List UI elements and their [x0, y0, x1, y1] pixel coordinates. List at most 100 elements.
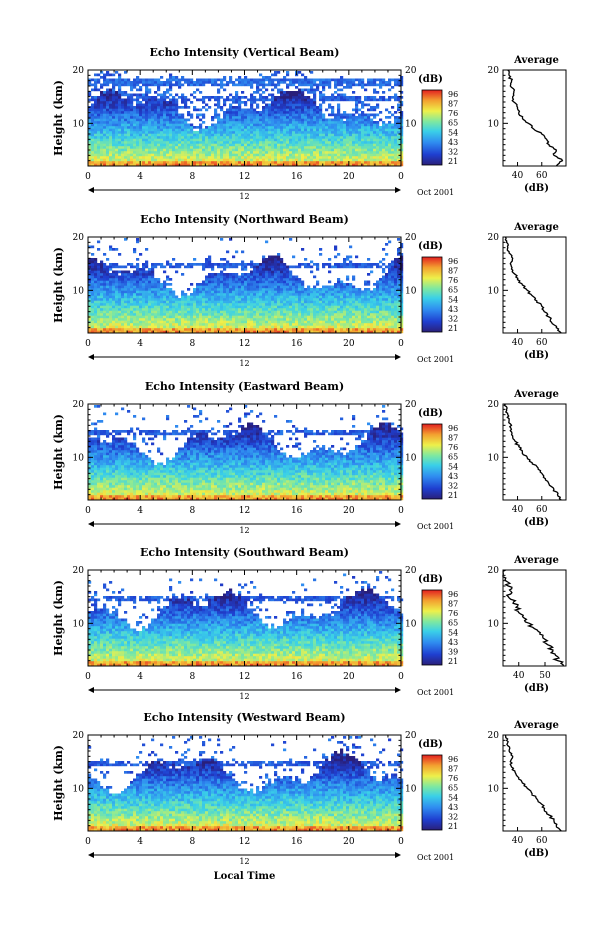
heatmap-cell: [349, 146, 353, 149]
heatmap-cell: [136, 310, 140, 314]
heatmap-cell: [325, 133, 329, 137]
heatmap-cell: [178, 128, 182, 132]
heatmap-cell: [169, 278, 173, 281]
heatmap-cell: [313, 153, 317, 157]
heatmap-cell: [277, 270, 281, 274]
heatmap-cell: [394, 163, 398, 167]
heatmap-cell: [361, 133, 365, 137]
heatmap-cell: [112, 153, 116, 157]
heatmap-cell: [343, 156, 347, 159]
heatmap-cell: [172, 83, 176, 87]
heatmap-cell: [157, 151, 161, 154]
heatmap-cell: [376, 113, 380, 117]
heatmap-cell: [100, 146, 104, 149]
heatmap-cell: [220, 143, 224, 147]
heatmap-cell: [184, 161, 188, 164]
heatmap-cell: [385, 146, 389, 149]
heatmap-cell: [160, 141, 164, 144]
heatmap-cell: [154, 318, 158, 321]
heatmap-cell: [196, 146, 200, 149]
heatmap-cell: [310, 148, 314, 152]
heatmap-cell: [121, 285, 125, 289]
heatmap-cell: [178, 305, 182, 309]
heatmap-cell: [121, 275, 125, 279]
heatmap-cell: [307, 136, 311, 139]
heatmap-cell: [211, 136, 215, 139]
heatmap-cell: [382, 148, 386, 152]
heatmap-cell: [130, 93, 134, 97]
heatmap-cell: [400, 163, 404, 167]
heatmap-cell: [199, 288, 203, 291]
heatmap-cell: [157, 108, 161, 112]
heatmap-cell: [304, 106, 308, 109]
heatmap-cell: [370, 81, 374, 84]
heatmap-cell: [238, 285, 242, 289]
heatmap-cell: [244, 288, 248, 291]
heatmap-cell: [208, 163, 212, 167]
heatmap-cell: [118, 270, 122, 274]
heatmap-cell: [205, 136, 209, 139]
heatmap-cell: [130, 295, 134, 299]
heatmap-cell: [304, 103, 308, 107]
heatmap-cell: [172, 265, 176, 269]
heatmap-cell: [106, 258, 110, 261]
heatmap-cell: [397, 96, 401, 99]
heatmap-cell: [142, 330, 146, 334]
heatmap-cell: [148, 146, 152, 149]
heatmap-cell: [100, 96, 104, 99]
heatmap-cell: [106, 126, 110, 129]
heatmap-cell: [349, 126, 353, 129]
heatmap-cell: [316, 141, 320, 144]
heatmap-cell: [241, 305, 245, 309]
heatmap-cell: [97, 298, 101, 301]
heatmap-cell: [175, 113, 179, 117]
heatmap-cell: [379, 151, 383, 154]
heatmap-cell: [109, 78, 113, 82]
heatmap-cell: [277, 103, 281, 107]
heatmap-cell: [370, 146, 374, 149]
heatmap-cell: [280, 113, 284, 117]
heatmap-cell: [271, 278, 275, 281]
heatmap-cell: [322, 133, 326, 137]
heatmap-cell: [256, 136, 260, 139]
heatmap-cell: [196, 141, 200, 144]
heatmap-cell: [265, 303, 269, 306]
heatmap-cell: [268, 275, 272, 279]
heatmap-cell: [382, 126, 386, 129]
heatmap-cell: [112, 111, 116, 114]
heatmap-cell: [151, 305, 155, 309]
heatmap-cell: [301, 101, 305, 104]
heatmap-cell: [130, 278, 134, 281]
heatmap-cell: [163, 298, 167, 301]
heatmap-cell: [133, 128, 137, 132]
heatmap-cell: [139, 303, 143, 306]
heatmap-cell: [223, 298, 227, 301]
heatmap-cell: [175, 103, 179, 107]
heatmap-cell: [148, 143, 152, 147]
heatmap-cell: [280, 136, 284, 139]
heatmap-cell: [142, 143, 146, 147]
heatmap-cell: [340, 121, 344, 124]
heatmap-cell: [124, 315, 128, 319]
heatmap-cell: [334, 91, 338, 94]
heatmap-cell: [214, 288, 218, 291]
heatmap-cell: [226, 298, 230, 301]
heatmap-cell: [250, 315, 254, 319]
heatmap-cell: [244, 131, 248, 134]
heatmap-cell: [283, 101, 287, 104]
heatmap-cell: [103, 121, 107, 124]
heatmap-cell: [382, 83, 386, 87]
heatmap-cell: [178, 138, 182, 142]
heatmap-cell: [151, 101, 155, 104]
heatmap-cell: [172, 290, 176, 294]
heatmap-cell: [337, 96, 341, 99]
heatmap-cell: [106, 143, 110, 147]
heatmap-cell: [163, 305, 167, 309]
heatmap-cell: [253, 330, 257, 334]
heatmap-cell: [373, 121, 377, 124]
heatmap-cell: [187, 300, 191, 304]
heatmap-cell: [358, 133, 362, 137]
heatmap-cell: [238, 298, 242, 301]
heatmap-cell: [304, 158, 308, 162]
heatmap-cell: [391, 128, 395, 132]
